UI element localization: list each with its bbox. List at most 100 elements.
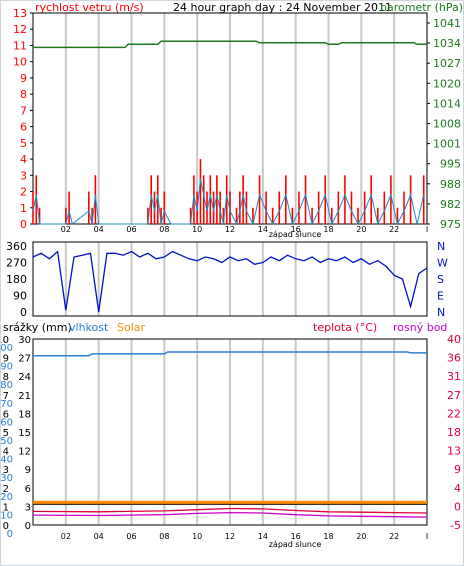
top-x-tick-label: 22 — [389, 225, 399, 234]
baro-tick-label: 1027 — [433, 57, 461, 70]
barometer-line — [33, 40, 427, 49]
rain-tick-label: 5 — [3, 428, 9, 439]
baro-axis-title: barometr (hPa) — [380, 1, 463, 14]
humidity-tick-label: 50 — [1, 436, 13, 447]
solar-tick-label: 9 — [25, 465, 31, 476]
baro-tick-label: 982 — [440, 198, 461, 211]
temp-tick-label: 22 — [447, 407, 461, 420]
wind-tick-label: 13 — [13, 7, 27, 20]
direction-tick-label: 360 — [6, 240, 27, 253]
humidity-tick-label: 30 — [1, 473, 13, 484]
direction-tick-label: 90 — [13, 290, 27, 303]
wind-tick-label: 5 — [20, 137, 27, 150]
bottom-x-tick-label: 18 — [323, 532, 333, 541]
rain-tick-label: 7 — [3, 391, 9, 402]
chart-title: 24 hour graph day : 24 November 2011 — [173, 1, 392, 14]
baro-tick-label: 1014 — [433, 97, 461, 110]
baro-tick-label: 975 — [440, 218, 461, 231]
rain-tick-label: 4 — [3, 447, 9, 458]
compass-tick-label: S — [437, 273, 444, 286]
dew-point-line — [32, 511, 428, 518]
bottom-x-tick-label: 16 — [291, 532, 301, 541]
humidity-tick-label: 90 — [1, 362, 13, 373]
compass-tick-label: N — [437, 306, 445, 319]
temp-tick-label: 40 — [447, 333, 461, 346]
wind-tick-label: 9 — [20, 72, 27, 85]
humidity-tick-label: 10 — [1, 510, 13, 521]
direction-tick-label: 0 — [20, 306, 27, 319]
wind-direction-line — [32, 250, 428, 313]
bottom-x-tick-label: 12 — [225, 532, 235, 541]
compass-tick-label: N — [437, 240, 445, 253]
top-x-tick-label: I — [426, 225, 428, 234]
temp-tick-label: 31 — [447, 370, 461, 383]
wind-tick-label: 3 — [20, 169, 27, 182]
top-panel: rychlost vetru (m/s) 24 hour graph day :… — [13, 1, 463, 239]
bottom-x-tick-label: 08 — [159, 532, 169, 541]
solar-tick-label: 3 — [25, 502, 31, 513]
wind-tick-label: 4 — [20, 153, 27, 166]
baro-tick-label: 1008 — [433, 118, 461, 131]
solar-tick-label: 6 — [25, 484, 31, 495]
baro-tick-label: 995 — [440, 158, 461, 171]
temp-tick-label: 18 — [447, 426, 461, 439]
top-x-tick-label: 04 — [94, 225, 104, 234]
solar-tick-label: 27 — [18, 354, 31, 365]
bottom-x-tick-label: 02 — [61, 532, 71, 541]
bottom-plot-frame — [32, 338, 428, 526]
bottom-x-tick-label: 20 — [356, 532, 366, 541]
rain-tick-label: 2 — [3, 484, 9, 495]
compass-tick-label: W — [437, 257, 448, 270]
baro-tick-label: 988 — [440, 178, 461, 191]
rain-tick-label: 8 — [3, 372, 9, 383]
compass-tick-label: E — [437, 290, 444, 303]
top-x-tick-label: 06 — [126, 225, 136, 234]
wind-tick-label: 7 — [20, 104, 27, 117]
baro-tick-label: 1020 — [433, 77, 461, 90]
bottom-x-tick-label: 10 — [192, 532, 202, 541]
humidity-tick-label: 60 — [1, 417, 13, 428]
wind-tick-label: 8 — [20, 88, 27, 101]
solar-tick-label: 12 — [18, 447, 31, 458]
rain-tick-label: 6 — [3, 409, 9, 420]
top-x-tick-label: 20 — [356, 225, 366, 234]
humidity-line — [33, 351, 427, 357]
temp-tick-label: 13 — [447, 445, 461, 458]
top-x-tick-label: 02 — [61, 225, 71, 234]
wind-average-line — [32, 178, 425, 226]
top-x-tick-label: 14 — [258, 225, 268, 234]
rain-tick-label: 9 — [3, 354, 9, 365]
bottom-x-tick-label: 22 — [389, 532, 399, 541]
solar-axis-title: Solar — [117, 321, 146, 334]
wind-tick-label: 6 — [20, 121, 27, 134]
solar-tick-label: 21 — [18, 391, 31, 402]
sunset-label-top: západ slunce — [269, 230, 322, 239]
humidity-tick-label: 40 — [1, 455, 13, 466]
wind-tick-label: 2 — [20, 186, 27, 199]
baro-tick-label: 1001 — [433, 138, 461, 151]
bottom-x-tick-label: 04 — [94, 532, 104, 541]
humidity-axis-title: vlhkost — [69, 321, 109, 334]
humidity-tick-label: 0 — [7, 529, 13, 540]
dew-axis-title: rosný bod — [393, 321, 447, 334]
temperature-line — [32, 507, 428, 514]
wind-tick-label: 11 — [13, 39, 27, 52]
bottom-x-tick-label: 14 — [258, 532, 268, 541]
wind-tick-label: 10 — [13, 56, 27, 69]
bottom-x-tick-label: 06 — [126, 532, 136, 541]
temp-tick-label: 4 — [454, 482, 461, 495]
solar-tick-label: 30 — [18, 335, 31, 346]
bottom-x-tick-label: I — [426, 532, 428, 541]
top-x-tick-label: 10 — [192, 225, 202, 234]
solar-tick-label: 0 — [25, 521, 31, 532]
wind-tick-label: 0 — [20, 218, 27, 231]
rain-tick-label: 0 — [3, 521, 9, 532]
humidity-tick-label: 100 — [1, 343, 13, 354]
top-x-tick-label: 12 — [225, 225, 235, 234]
bottom-panel: srážky (mm) vlhkost Solar teplota (°C) r… — [1, 321, 461, 549]
top-x-tick-label: 18 — [323, 225, 333, 234]
temp-tick-label: 27 — [447, 389, 461, 402]
solar-tick-label: 24 — [18, 372, 31, 383]
